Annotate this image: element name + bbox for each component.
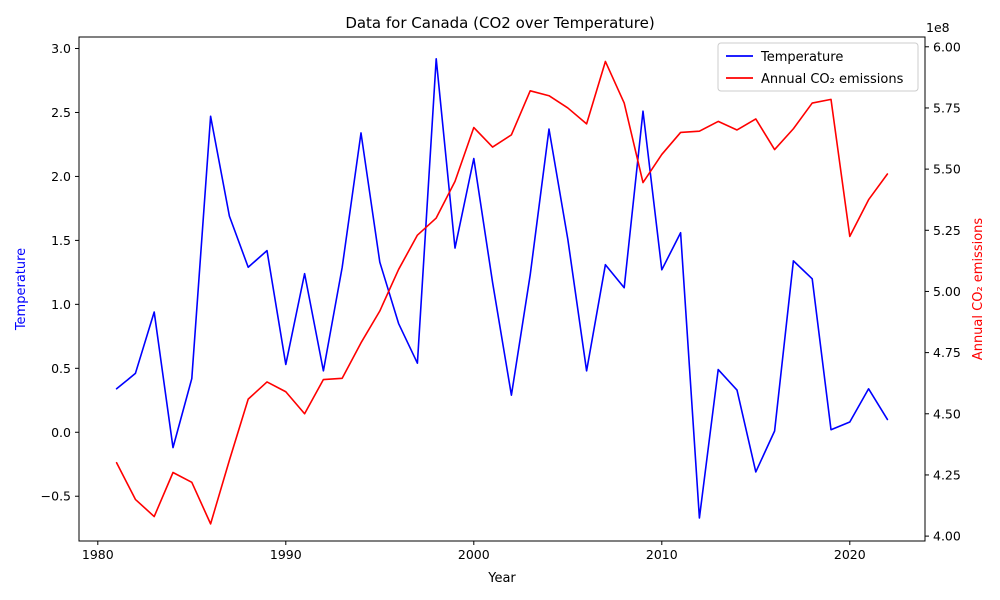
right-tick-label: 4.25	[933, 467, 961, 482]
left-tick-label: 0.0	[51, 425, 71, 440]
plot-frame	[78, 36, 926, 542]
left-axis-label: Temperature	[14, 248, 29, 331]
left-axis-ticks: −0.5 0.0 0.5 1.0 1.5 2.0 2.5 3.0	[41, 41, 79, 504]
x-tick-label: 1990	[270, 547, 302, 562]
left-tick-label: 3.0	[51, 41, 71, 56]
right-tick-label: 4.75	[933, 345, 961, 360]
legend: Temperature Annual CO₂ emissions	[717, 42, 919, 92]
right-tick-label: 5.75	[933, 100, 961, 115]
right-tick-label: 5.00	[933, 284, 961, 299]
temperature-series-line	[115, 57, 889, 519]
legend-label-temperature: Temperature	[760, 50, 843, 65]
legend-label-co2: Annual CO₂ emissions	[761, 72, 904, 87]
right-tick-label: 4.50	[933, 406, 961, 421]
right-tick-label: 5.50	[933, 162, 961, 177]
x-axis-label: Year	[487, 571, 516, 586]
x-tick-label: 2020	[834, 547, 866, 562]
right-tick-label: 4.00	[933, 529, 961, 544]
series-layer	[115, 57, 889, 525]
left-tick-label: 2.5	[51, 105, 71, 120]
right-axis-ticks: 4.00 4.25 4.50 4.75 5.00 5.25 5.50 5.75 6.00	[925, 39, 961, 544]
right-axis-multiplier: 1e8	[926, 20, 950, 35]
right-tick-label: 6.00	[933, 39, 961, 54]
x-tick-label: 2010	[646, 547, 678, 562]
left-tick-label: −0.5	[41, 489, 71, 504]
co2-emissions-series-line	[115, 60, 889, 525]
left-tick-label: 0.5	[51, 361, 71, 376]
left-tick-label: 1.0	[51, 297, 71, 312]
legend-box	[717, 42, 919, 92]
chart-title: Data for Canada (CO2 over Temperature)	[345, 14, 654, 32]
plot-area	[79, 37, 925, 541]
left-tick-label: 2.0	[51, 169, 71, 184]
left-tick-label: 1.5	[51, 233, 71, 248]
right-tick-label: 5.25	[933, 223, 961, 238]
x-axis-ticks: 1980 1990 2000 2010 2020	[82, 541, 866, 562]
right-axis-label: Annual CO₂ emissions	[971, 218, 986, 361]
x-tick-label: 2000	[458, 547, 490, 562]
x-tick-label: 1980	[82, 547, 114, 562]
